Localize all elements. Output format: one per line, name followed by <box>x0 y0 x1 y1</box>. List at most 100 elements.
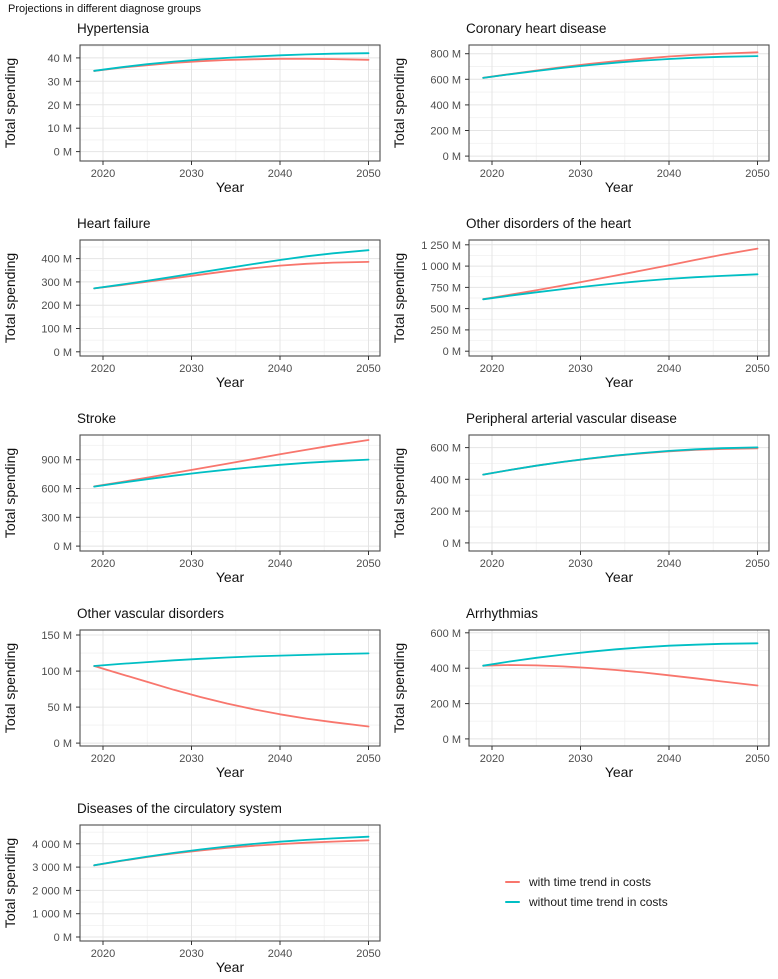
panel-diseases-of-the-circulatory-system: 2020 2030 2040 2050 0 M 1 000 M 2 000 M 3 000 M… <box>0 798 389 976</box>
x-tick-label: 2050 <box>745 753 769 765</box>
x-axis-title: Year <box>216 179 245 195</box>
y-tick-label: 900 M <box>41 455 72 467</box>
series-line-without-trend <box>93 458 370 488</box>
x-tick-label: 2020 <box>480 363 504 375</box>
x-tick-label: 2050 <box>356 948 380 960</box>
x-tick-label: 2030 <box>179 168 203 180</box>
y-tick-label: 0 M <box>54 347 72 359</box>
panel-peripheral-arterial-vascular-disease: 2020 2030 2040 2050 0 M 200 M 400 M 600 M Periph… <box>389 408 778 586</box>
x-tick-label: 2040 <box>268 558 292 570</box>
chart-peripheral-arterial-vascular-disease: 2020 2030 2040 2050 0 M 200 M 400 M 600 M Periph… <box>391 411 770 585</box>
y-tick-label: 200 M <box>430 126 461 138</box>
panel-border <box>468 629 770 747</box>
y-axis-title: Total spending <box>2 838 18 928</box>
x-axis-title: Year <box>216 374 245 390</box>
legend-label-with-trend: with time trend in costs <box>529 875 652 889</box>
legend-line-sample-without-trend <box>505 901 520 903</box>
series-line-with-trend <box>93 261 370 290</box>
y-tick-label: 750 M <box>430 282 461 294</box>
x-axis-title: Year <box>605 569 634 585</box>
x-tick-label: 2040 <box>657 168 681 180</box>
panel-border <box>468 434 770 552</box>
y-tick-label: 0 M <box>443 538 461 550</box>
chart-other-disorders-of-the-heart: 2020 2030 2040 2050 0 M 250 M 500 M 750 M 1 000 … <box>391 216 770 390</box>
series-line-without-trend <box>93 52 370 72</box>
panel-arrhythmias: 2020 2030 2040 2050 0 M 200 M 400 M 600 M Arrhyt… <box>389 603 778 781</box>
chart-other-vascular-disorders: 2020 2030 2040 2050 0 M 50 M 100 M 150 M Other v… <box>2 606 381 780</box>
x-tick-label: 2030 <box>568 558 592 570</box>
y-tick-label: 300 M <box>41 512 72 524</box>
series-line-without-trend <box>93 835 370 867</box>
y-tick-label: 250 M <box>430 325 461 337</box>
series-line-with-trend <box>482 664 759 687</box>
x-tick-label: 2020 <box>91 753 115 765</box>
x-axis-title: Year <box>216 569 245 585</box>
y-tick-label: 3 000 M <box>32 862 72 874</box>
y-tick-label: 200 M <box>430 506 461 518</box>
x-tick-label: 2020 <box>91 558 115 570</box>
x-tick-label: 2050 <box>745 168 769 180</box>
chart-stroke: 2020 2030 2040 2050 0 M 300 M 600 M 900 M Stroke… <box>2 411 381 585</box>
y-tick-label: 0 M <box>443 734 461 746</box>
y-axis-title: Total spending <box>391 643 407 733</box>
x-tick-label: 2030 <box>568 168 592 180</box>
x-tick-label: 2030 <box>179 363 203 375</box>
y-tick-label: 600 M <box>430 628 461 640</box>
x-tick-label: 2020 <box>91 948 115 960</box>
y-tick-label: 10 M <box>48 123 72 135</box>
x-tick-label: 2020 <box>91 363 115 375</box>
series-line-without-trend <box>482 273 759 301</box>
panel-other-vascular-disorders: 2020 2030 2040 2050 0 M 50 M 100 M 150 M Other v… <box>0 603 389 781</box>
x-axis-title: Year <box>605 179 634 195</box>
y-tick-label: 0 M <box>54 541 72 553</box>
panel-title: Diseases of the circulatory system <box>77 801 282 816</box>
y-tick-label: 400 M <box>430 100 461 112</box>
x-tick-label: 2030 <box>179 948 203 960</box>
panel-coronary-heart-disease: 2020 2030 2040 2050 0 M 200 M 400 M 600 M 800 M C… <box>389 18 778 196</box>
panel-title: Hypertensia <box>77 21 150 36</box>
series-line-without-trend <box>93 652 370 667</box>
x-tick-label: 2030 <box>568 753 592 765</box>
y-tick-label: 30 M <box>48 76 72 88</box>
x-axis-title: Year <box>605 374 634 390</box>
y-axis-title: Total spending <box>2 643 18 733</box>
x-axis-title: Year <box>216 959 245 975</box>
chart-heart-failure: 2020 2030 2040 2050 0 M 100 M 200 M 300 M 400 M H… <box>2 216 381 390</box>
x-tick-label: 2020 <box>480 168 504 180</box>
panel-title: Coronary heart disease <box>466 21 606 36</box>
y-tick-label: 1 000 M <box>32 909 72 921</box>
y-tick-label: 2 000 M <box>32 885 72 897</box>
y-axis-title: Total spending <box>391 253 407 343</box>
x-tick-label: 2040 <box>268 168 292 180</box>
chart-diseases-of-the-circulatory-system: 2020 2030 2040 2050 0 M 1 000 M 2 000 M 3 000 M… <box>2 801 381 975</box>
y-tick-label: 200 M <box>430 699 461 711</box>
series-line-with-trend <box>482 247 759 300</box>
y-axis-title: Total spending <box>2 58 18 148</box>
chart-arrhythmias: 2020 2030 2040 2050 0 M 200 M 400 M 600 M Arrhyt… <box>391 606 770 780</box>
y-tick-label: 100 M <box>41 324 72 336</box>
y-axis-title: Total spending <box>2 253 18 343</box>
x-tick-label: 2050 <box>356 363 380 375</box>
y-tick-label: 600 M <box>430 443 461 455</box>
x-tick-label: 2030 <box>179 753 203 765</box>
y-tick-label: 150 M <box>41 630 72 642</box>
x-tick-label: 2040 <box>657 363 681 375</box>
series-line-without-trend <box>482 642 759 667</box>
y-tick-label: 300 M <box>41 277 72 289</box>
x-tick-label: 2020 <box>480 558 504 570</box>
y-axis-title: Total spending <box>391 448 407 538</box>
y-tick-label: 600 M <box>430 74 461 86</box>
x-tick-label: 2040 <box>657 753 681 765</box>
y-tick-label: 400 M <box>41 254 72 266</box>
y-tick-label: 800 M <box>430 49 461 61</box>
y-tick-label: 4 000 M <box>32 839 72 851</box>
y-tick-label: 0 M <box>54 738 72 750</box>
legend-label-without-trend: without time trend in costs <box>529 895 668 909</box>
y-axis-title: Total spending <box>391 58 407 148</box>
panel-border <box>468 239 770 357</box>
panel-heart-failure: 2020 2030 2040 2050 0 M 100 M 200 M 300 M 400 M H… <box>0 213 389 391</box>
panel-border <box>79 44 381 162</box>
y-tick-label: 600 M <box>41 484 72 496</box>
y-axis-title: Total spending <box>2 448 18 538</box>
x-axis-title: Year <box>605 764 634 780</box>
